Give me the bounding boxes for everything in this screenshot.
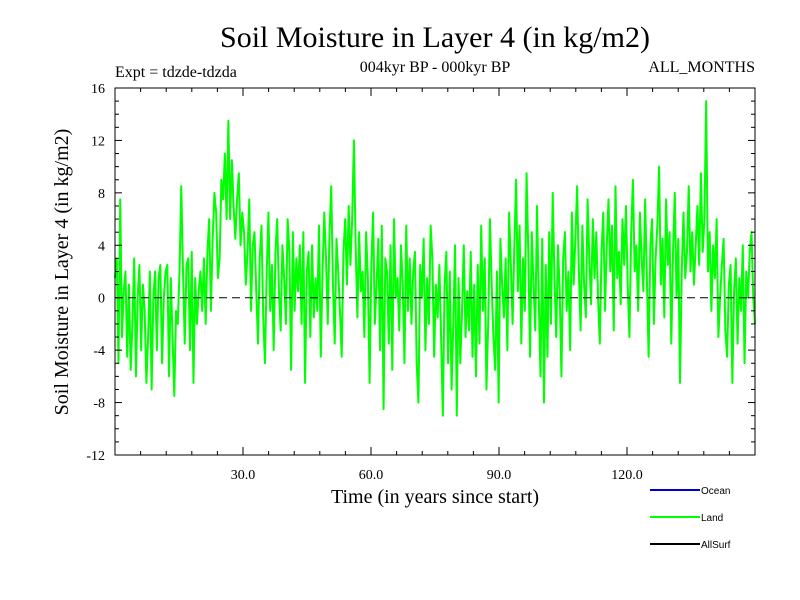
x-axis: 30.0 60.0 90.0 120.0: [140, 88, 730, 483]
y-tick-label: 16: [91, 82, 105, 97]
chart-subtitle: 004kyr BP - 000kyr BP: [360, 59, 511, 76]
legend-label-allsurf: AllSurf: [701, 540, 731, 551]
series-line-land: [114, 100, 756, 417]
legend-label-land: Land: [701, 513, 723, 524]
chart-title: Soil Moisture in Layer 4 (in kg/m2): [220, 21, 650, 54]
y-tick-label: 4: [98, 239, 105, 254]
x-axis-label: Time (in years since start): [331, 486, 539, 508]
data-layer: [114, 100, 756, 417]
plot-area: -12 -8 -4 0 4 8 12 16 30.0 60.0 90.0 120.0: [86, 82, 756, 483]
legend-label-ocean: Ocean: [701, 486, 730, 497]
x-tick-label: 120.0: [611, 468, 643, 483]
x-tick-label: 90.0: [487, 468, 512, 483]
y-tick-label: -12: [86, 449, 105, 464]
y-tick-label: -4: [93, 344, 105, 359]
period-label: ALL_MONTHS: [648, 59, 755, 76]
y-tick-label: -8: [93, 397, 105, 412]
y-tick-label: 8: [98, 187, 105, 202]
x-tick-label: 60.0: [359, 468, 384, 483]
experiment-label: Expt = tdzde-tdzda: [115, 64, 237, 81]
y-tick-label: 0: [98, 292, 105, 307]
y-axis: -12 -8 -4 0 4 8 12 16: [86, 82, 755, 464]
y-tick-label: 12: [91, 134, 105, 149]
x-tick-label: 30.0: [231, 468, 256, 483]
y-axis-label: Soil Moisture in Layer 4 (in kg/m2): [51, 129, 73, 416]
legend: Ocean Land AllSurf: [650, 486, 731, 551]
